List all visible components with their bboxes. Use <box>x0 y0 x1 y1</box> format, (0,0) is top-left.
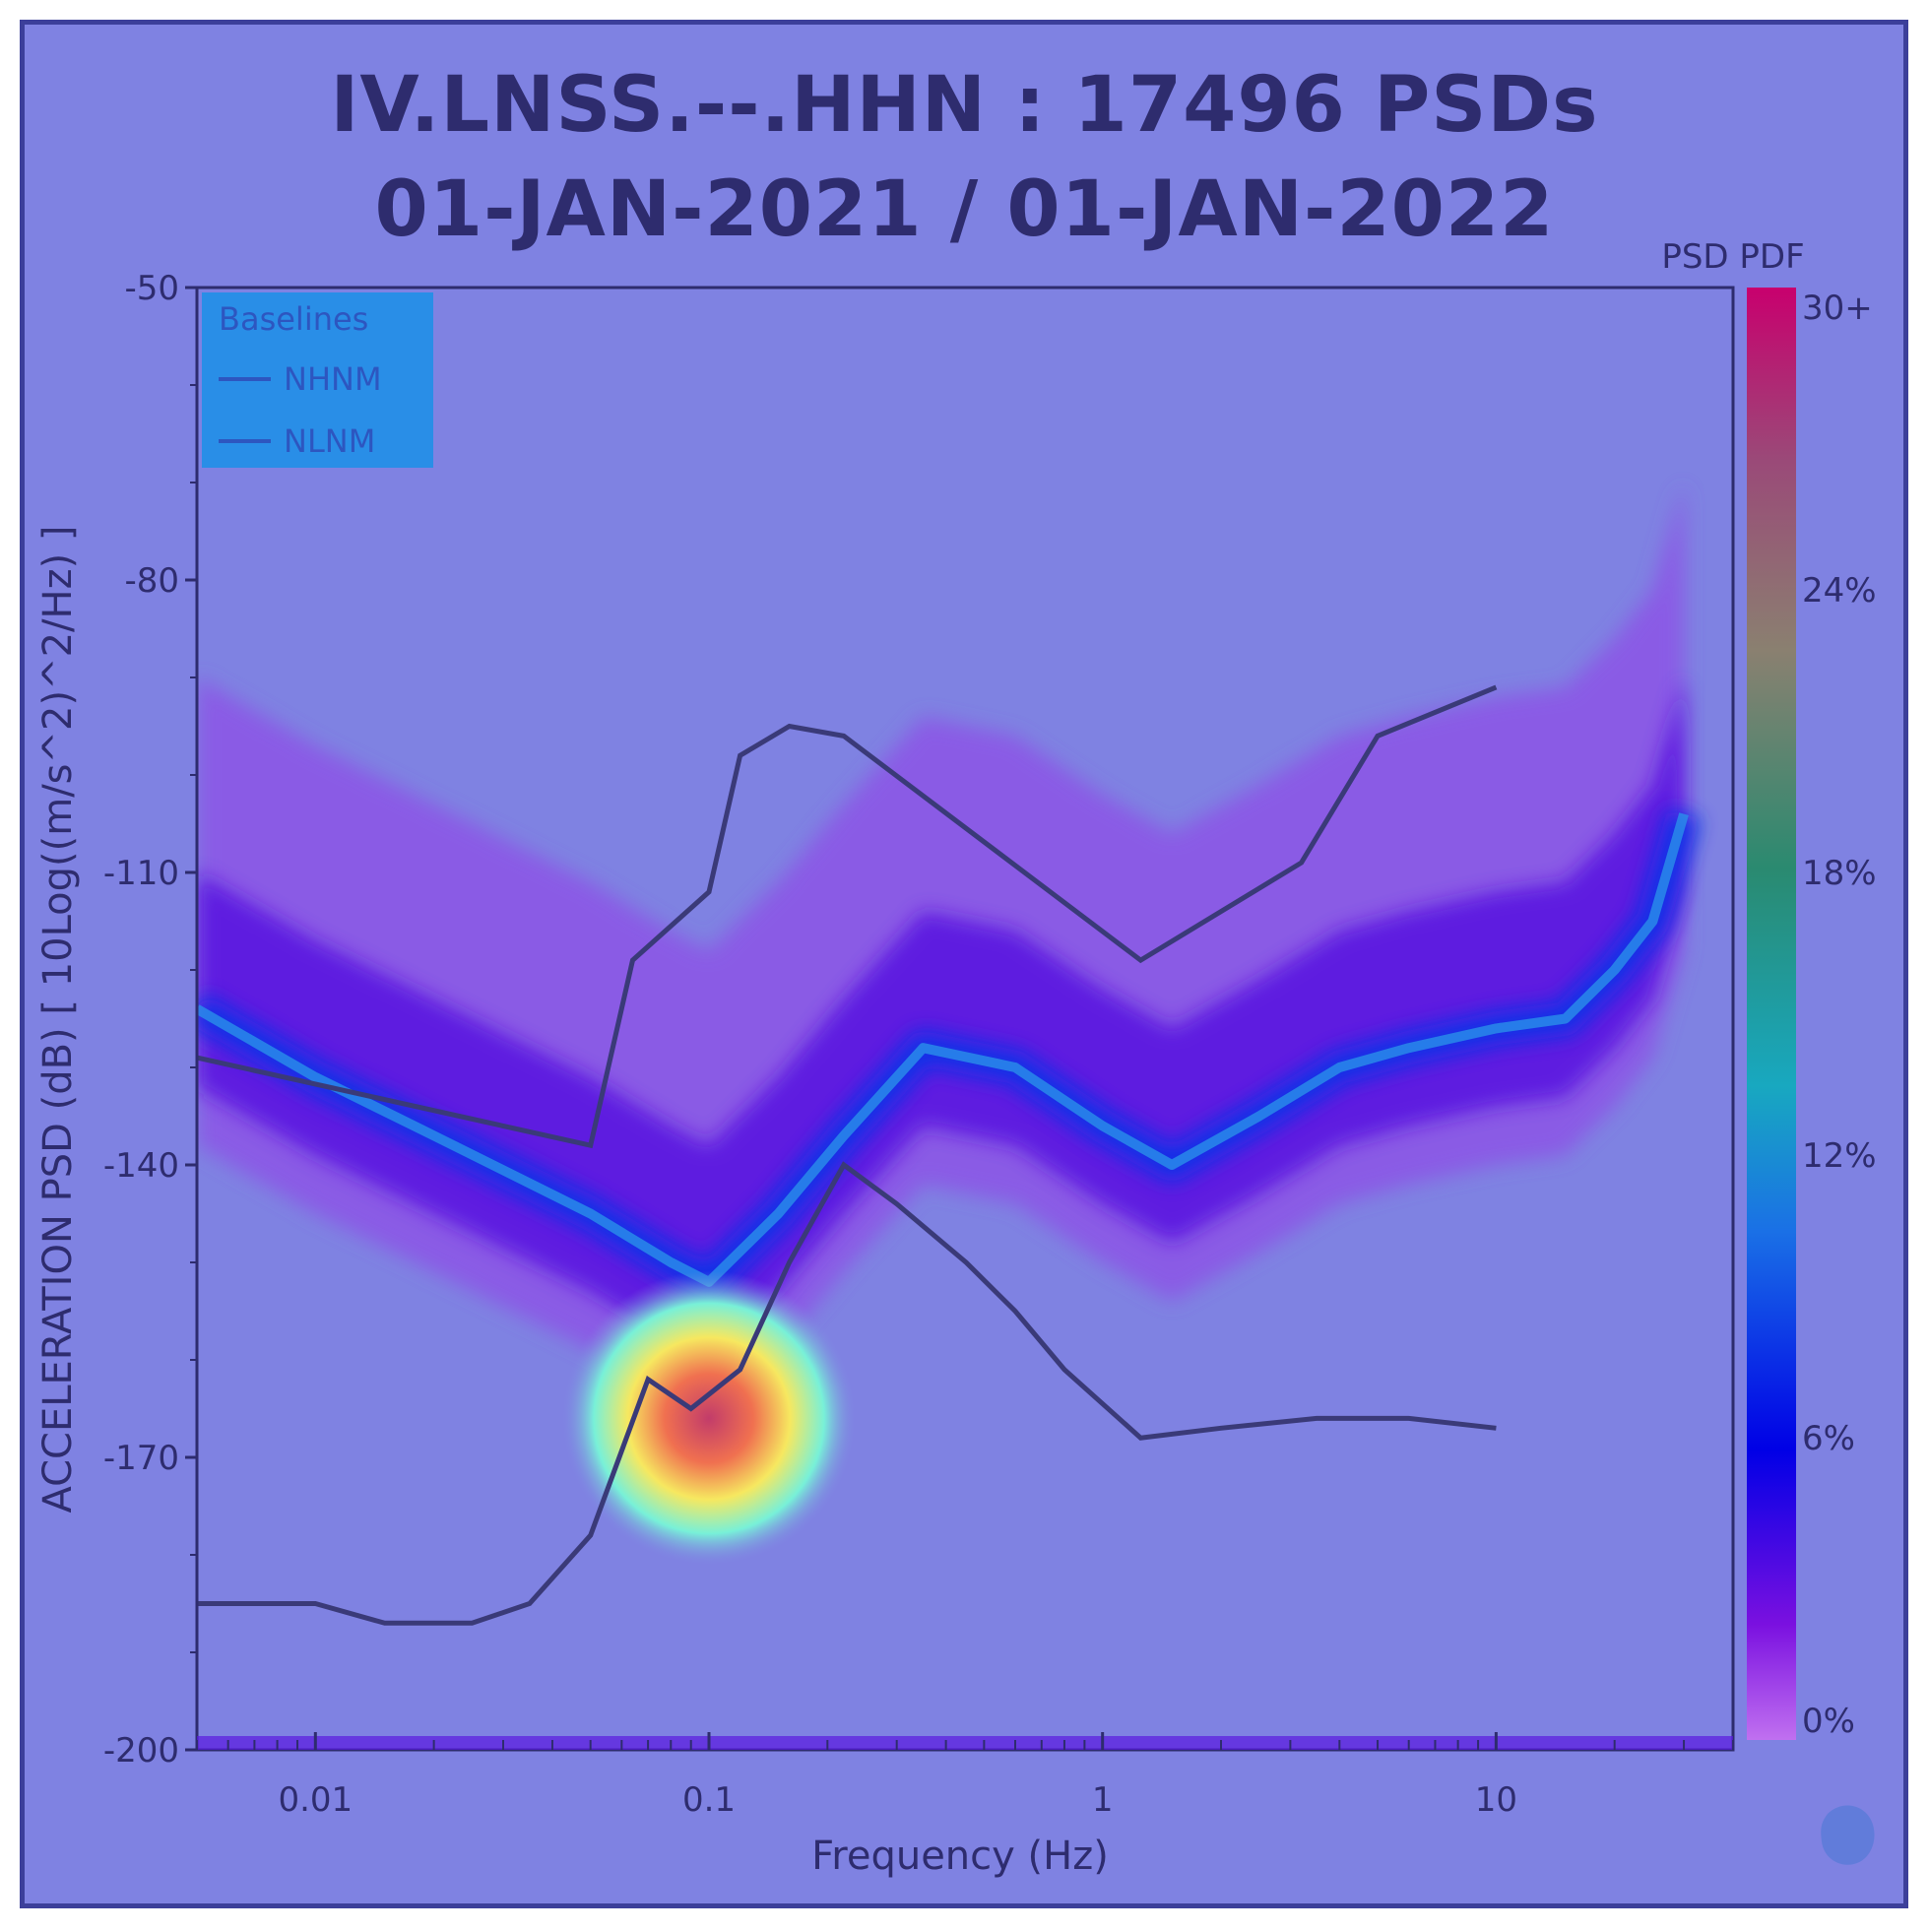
legend-label-nhnm: NHNM <box>284 360 382 398</box>
x-tick-label: 1 <box>1092 1780 1114 1820</box>
y-tick-label: -80 <box>124 561 179 601</box>
baseline-curves <box>197 684 1498 1626</box>
colorbar-label: PSD PDF <box>1661 237 1804 277</box>
chart-subtitle: 01-JAN-2021 / 01-JAN-2022 <box>374 165 1555 254</box>
logo <box>1821 1805 1875 1865</box>
colorbar-tick-label: 12% <box>1802 1136 1877 1176</box>
x-axis-ticks: 0.01 0.1 1 10 <box>196 1732 1734 1820</box>
colorbar: PSD PDF 30+ 24% 18% 12% 6% 0% <box>1661 237 1876 1741</box>
y-axis-label: ACCELERATION PSD (dB) [ 10Log((m/s^2)^2/… <box>35 525 81 1513</box>
legend: Baselines NHNM NLNM <box>202 292 433 468</box>
y-tick-label: -110 <box>103 854 179 893</box>
x-tick-label: 0.01 <box>278 1780 353 1820</box>
colorbar-tick-label: 6% <box>1802 1419 1855 1458</box>
y-axis-ticks: -50 -80 -110 -140 -170 -200 <box>103 269 197 1771</box>
density-layer <box>197 483 1701 1567</box>
y-tick-label: -140 <box>103 1146 179 1186</box>
colorbar-tick-label: 18% <box>1802 854 1877 893</box>
y-tick-label: -50 <box>124 269 179 308</box>
colorbar-tick-label: 0% <box>1802 1702 1855 1741</box>
bottom-density-strip <box>197 1736 1733 1750</box>
nlnm-curve <box>197 1161 1497 1626</box>
y-tick-label: -200 <box>103 1731 179 1771</box>
legend-label-nlnm: NLNM <box>284 422 375 460</box>
x-tick-label: 10 <box>1475 1780 1517 1820</box>
colorbar-ticks: 30+ 24% 18% 12% 6% 0% <box>1802 289 1877 1741</box>
logo-mark <box>1821 1805 1875 1865</box>
colorbar-tick-label: 30+ <box>1802 289 1873 328</box>
colorbar-tick-label: 24% <box>1802 571 1877 611</box>
y-tick-label: -170 <box>103 1439 179 1478</box>
legend-title: Baselines <box>219 300 368 338</box>
density-mode-core <box>197 812 1689 1287</box>
chart-title: IV.LNSS.--.HHN : 17496 PSDs <box>330 61 1599 150</box>
x-tick-label: 0.1 <box>682 1780 736 1820</box>
nhnm-curve <box>197 684 1498 1149</box>
density-hotspot <box>561 1270 857 1567</box>
x-axis-label: Frequency (Hz) <box>811 1834 1109 1879</box>
colorbar-gradient <box>1747 288 1796 1740</box>
